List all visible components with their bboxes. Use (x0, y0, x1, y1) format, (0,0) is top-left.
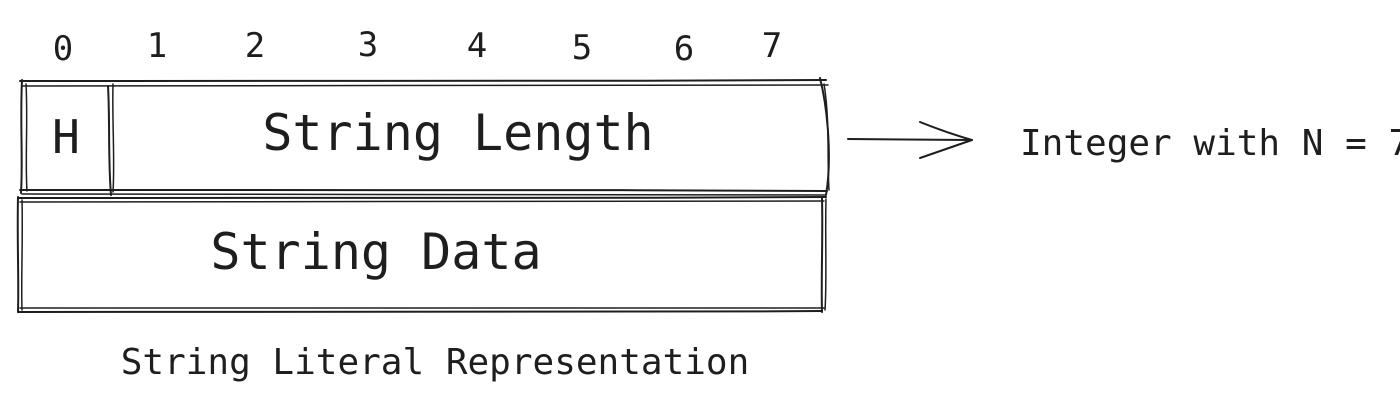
bit-label-2: 2 (245, 26, 265, 66)
header-row-box (19, 77, 830, 196)
bit-label-1: 1 (147, 26, 167, 66)
bit-label-6: 6 (674, 29, 694, 69)
bit-label-4: 4 (467, 26, 487, 66)
bit-position-labels: 0 1 2 3 4 5 6 7 (53, 25, 782, 69)
bit-label-3: 3 (358, 25, 378, 65)
bit-label-0: 0 (53, 29, 73, 69)
string-length-label: String Length (262, 104, 653, 162)
arrow-icon (847, 121, 973, 159)
string-data-label: String Data (210, 223, 541, 281)
integer-annotation: Integer with N = 7 (1020, 123, 1400, 164)
bit-label-5: 5 (572, 28, 592, 68)
string-data-box (16, 196, 827, 313)
diagram-caption: String Literal Representation (121, 342, 750, 383)
huffman-flag-label: H (52, 110, 80, 164)
bit-label-7: 7 (762, 26, 782, 66)
